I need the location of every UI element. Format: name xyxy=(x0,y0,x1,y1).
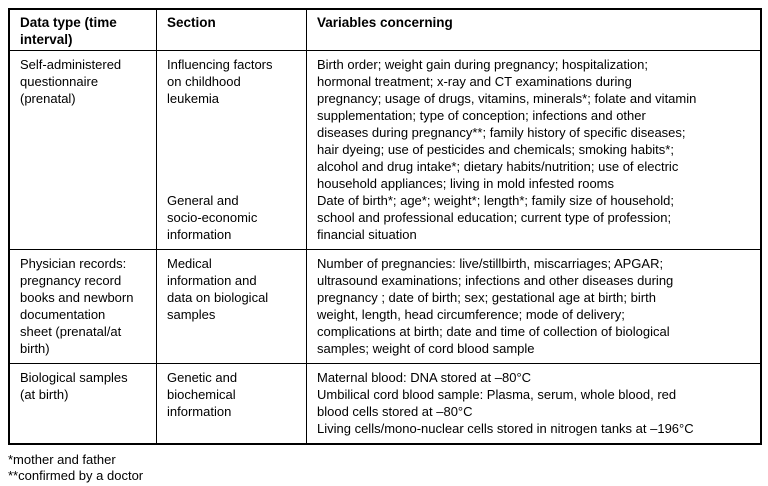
study-data-table: Data type (time interval) Section Variab… xyxy=(8,8,762,445)
header-section: Section xyxy=(157,10,307,50)
footnote-confirmed-doctor: **confirmed by a doctor xyxy=(8,468,144,483)
cell-section: Influencing factors on childhood leukemi… xyxy=(157,51,307,192)
table-row-questionnaire: Self-administered questionnaire (prenata… xyxy=(10,51,760,250)
cell-data-type: Biological samples (at birth) xyxy=(10,364,157,443)
table-row-physician-records: Physician records: pregnancy record book… xyxy=(10,250,760,364)
cell-section: General and socio-economic information xyxy=(157,192,307,249)
table-header-row: Data type (time interval) Section Variab… xyxy=(10,10,760,51)
header-variables: Variables concerning xyxy=(317,15,453,30)
cell-variables: Maternal blood: DNA stored at –80°C Umbi… xyxy=(317,370,694,436)
cell-data-type: Physician records: pregnancy record book… xyxy=(10,250,157,363)
footnote-mother-father: *mother and father xyxy=(8,452,116,467)
table-row-biological-samples: Biological samples (at birth) Genetic an… xyxy=(10,364,760,443)
header-data-type: Data type (time interval) xyxy=(10,10,157,50)
cell-section: Genetic and biochemical information xyxy=(157,364,307,443)
cell-section: Medical information and data on biologic… xyxy=(157,250,307,363)
cell-variables: Number of pregnancies: live/stillbirth, … xyxy=(317,256,674,356)
cell-data-type: Self-administered questionnaire (prenata… xyxy=(10,51,157,249)
cell-variables: Date of birth*; age*; weight*; length*; … xyxy=(317,193,674,242)
footnotes: *mother and father **confirmed by a doct… xyxy=(8,452,760,484)
cell-variables: Birth order; weight gain during pregnanc… xyxy=(317,57,697,191)
